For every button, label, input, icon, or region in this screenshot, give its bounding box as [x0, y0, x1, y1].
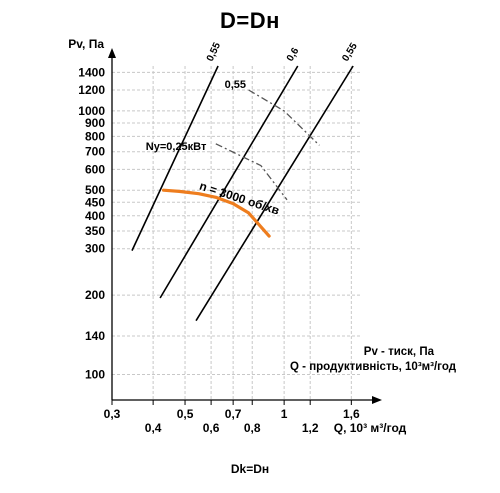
fan-curve-group	[161, 188, 271, 238]
x-tick-label: 1,2	[302, 421, 319, 435]
efficiency-lines	[131, 65, 354, 322]
fan-curve-label: n = 3000 об/хв	[198, 179, 281, 218]
y-tick-label: 100	[85, 367, 105, 381]
y-tick-label: 140	[85, 329, 105, 343]
power-label: Ny=0,25кВт	[146, 141, 207, 153]
efficiency-line	[131, 65, 219, 251]
x-tick-label: 1,6	[343, 407, 360, 421]
x-tick-label: 0,4	[145, 421, 162, 435]
y-tick-label: 800	[85, 129, 105, 143]
note-pressure: Pv - тиск, Па	[363, 346, 434, 358]
x-tick-label: 0,5	[177, 407, 194, 421]
x-tick-label: 0,3	[104, 407, 121, 421]
y-tick-label: 1200	[78, 83, 105, 97]
y-tick-label: 1400	[78, 65, 105, 79]
y-tick-label: 300	[85, 242, 105, 256]
power-lines	[215, 89, 320, 201]
chart-footer: Dk=Dн	[230, 462, 270, 476]
power-label: 0,55	[225, 79, 246, 91]
y-tick-label: 600	[85, 162, 105, 176]
note-flow: Q - продуктивність, 10³м³/год	[290, 361, 456, 373]
y-tick-label: 700	[85, 145, 105, 159]
y-tick-label: 1000	[78, 104, 105, 118]
y-tick-label: 450	[85, 195, 105, 209]
fan-curve	[161, 188, 271, 238]
efficiency-line	[159, 65, 299, 299]
x-tick-label: 1	[281, 407, 288, 421]
axes	[108, 48, 382, 405]
power-line	[248, 89, 320, 146]
y-tick-label: 500	[85, 183, 105, 197]
x-axis-arrow	[372, 396, 382, 404]
y-tick-label: 200	[85, 288, 105, 302]
x-tick-label: 0,6	[203, 421, 220, 435]
y-tick-label: 400	[85, 209, 105, 223]
x-axis-label: Q, 10³ м³/год	[334, 421, 407, 435]
chart-title: D=Dн	[220, 8, 280, 33]
y-tick-label: 900	[85, 116, 105, 130]
efficiency-line	[195, 65, 354, 322]
x-tick-label: 0,8	[244, 421, 261, 435]
y-axis-arrow	[108, 48, 116, 58]
efficiency-label: 0,6	[285, 46, 302, 64]
y-axis-label: Pv, Па	[68, 37, 104, 51]
y-tick-label: 350	[85, 224, 105, 238]
efficiency-label: 0,55	[205, 41, 223, 64]
x-tick-label: 0,7	[225, 407, 242, 421]
power-line	[215, 143, 288, 201]
efficiency-label: 0,55	[340, 41, 360, 64]
